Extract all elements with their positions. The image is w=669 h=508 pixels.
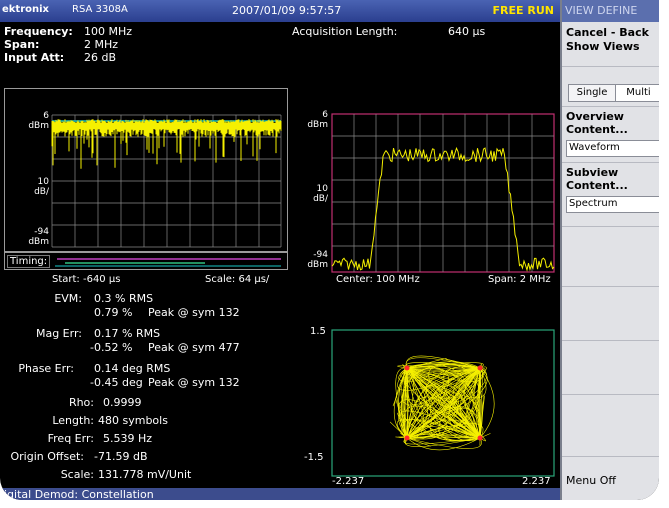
rho-label: Rho: — [68, 396, 94, 409]
side-menu: VIEW DEFINE Cancel - Back Show Views Sin… — [560, 0, 659, 500]
phase-err-label: Phase Err: — [18, 362, 74, 375]
multi-option[interactable]: Multi — [615, 85, 659, 101]
mag-err-rms: 0.17 % RMS — [94, 327, 161, 340]
origin-offset-label: Origin Offset: — [10, 450, 85, 463]
constellation-traces — [389, 355, 495, 451]
length-label: Length: — [52, 414, 94, 427]
spectrum-scale-unit: dB/ — [313, 194, 328, 204]
phase-err-peak-sym: Peak @ sym 132 — [148, 376, 240, 389]
spectrum-span: Span: 2 MHz — [488, 274, 551, 285]
status-bar: igital Demod: Constellation — [0, 488, 560, 500]
waveform-bottom-value: -94 — [34, 227, 49, 237]
phase-err-peak: -0.45 deg — [90, 376, 143, 389]
frequency-value: 100 MHz — [84, 25, 133, 38]
spectrum-trace — [331, 146, 555, 272]
single-option[interactable]: Single — [576, 87, 608, 98]
timing-scale: Scale: 64 µs/ — [205, 274, 270, 285]
waveform-top-unit: dBm — [28, 121, 49, 131]
evm-peak-sym: Peak @ sym 132 — [148, 306, 240, 319]
constellation-x-left: -2.237 — [332, 476, 365, 487]
acquisition-length-label: Acquisition Length: — [292, 25, 398, 38]
spectrum-plot — [331, 113, 555, 273]
length-value: 480 symbols — [98, 414, 168, 427]
scale-label: Scale: — [60, 468, 94, 481]
view-mode-toggle[interactable]: Single Multi — [568, 84, 659, 102]
analyzer-screen: ektronix RSA 3308A 2007/01/09 9:57:57 FR… — [0, 0, 659, 500]
phase-err-rms: 0.14 deg RMS — [94, 362, 171, 375]
waveform-scale-value: 10 — [37, 177, 49, 187]
evm-peak: 0.79 % — [94, 306, 133, 319]
mag-err-label: Mag Err: — [35, 327, 82, 340]
overview-content-button[interactable]: Overview Content... — [566, 110, 628, 136]
mag-err-peak-sym: Peak @ sym 477 — [148, 341, 240, 354]
waveform-bottom-unit: dBm — [28, 237, 49, 247]
span-value: 2 MHz — [84, 38, 119, 51]
show-views-button[interactable]: Show Views — [566, 40, 640, 53]
cancel-back-button[interactable]: Cancel - Back — [566, 26, 649, 39]
subview-content-field[interactable]: Spectrum — [566, 196, 659, 213]
input-att-label: Input Att: — [4, 51, 65, 64]
freq-err-label: Freq Err: — [47, 432, 94, 445]
evm-rms: 0.3 % RMS — [94, 292, 154, 305]
waveform-scale-unit: dB/ — [34, 187, 49, 197]
scale-value: 131.778 mV/Unit — [98, 468, 192, 481]
origin-offset-value: -71.59 dB — [94, 450, 148, 463]
spectrum-top-value: 6 — [322, 110, 328, 120]
mag-err-peak: -0.52 % — [90, 341, 133, 354]
constellation-y-bottom: -1.5 — [304, 452, 324, 463]
waveform-overview-panel[interactable]: 6 dBm 10 dB/ -94 dBm — [4, 88, 288, 252]
spectrum-scale-value: 10 — [316, 184, 328, 194]
spectrum-bottom-unit: dBm — [307, 260, 328, 270]
waveform-top-value: 6 — [43, 111, 49, 121]
spectrum-center: Center: 100 MHz — [336, 274, 420, 285]
spectrum-subview[interactable]: 6 dBm 10 dB/ -94 dBm Center: 100 MHz Spa… — [292, 88, 556, 288]
timing-label: Timing: — [7, 255, 51, 268]
menu-off-button[interactable]: Menu Off — [566, 474, 616, 487]
rho-value: 0.9999 — [103, 396, 142, 409]
menu-title: VIEW DEFINE — [562, 0, 659, 22]
timing-start: Start: -640 µs — [52, 274, 121, 285]
acquisition-length-value: 640 µs — [448, 25, 486, 38]
run-state-badge: FREE RUN — [492, 4, 554, 17]
title-bar: ektronix RSA 3308A 2007/01/09 9:57:57 FR… — [0, 0, 560, 22]
constellation-y-top: 1.5 — [310, 326, 326, 337]
brand-logo: ektronix — [2, 4, 50, 15]
frequency-label: Frequency: — [4, 25, 73, 38]
datetime-label: 2007/01/09 9:57:57 — [232, 4, 342, 17]
symbol-point — [477, 365, 483, 371]
constellation-x-right: 2.237 — [522, 476, 551, 487]
overview-content-field[interactable]: Waveform — [566, 140, 659, 157]
subview-content-button[interactable]: Subview Content... — [566, 166, 628, 192]
constellation-plot — [331, 329, 555, 477]
waveform-trace — [51, 119, 282, 169]
timing-bar[interactable]: Timing: — [4, 252, 288, 270]
spectrum-top-unit: dBm — [307, 120, 328, 130]
freq-err-value: 5.539 Hz — [103, 432, 153, 445]
symbol-point — [477, 435, 483, 441]
waveform-plot — [51, 114, 282, 248]
model-label: RSA 3308A — [72, 4, 128, 15]
evm-label: EVM: — [54, 292, 82, 305]
input-att-value: 26 dB — [84, 51, 117, 64]
symbol-point — [404, 435, 410, 441]
span-label: Span: — [4, 38, 40, 51]
constellation-view[interactable]: 1.5 -1.5 -2.237 2.237 — [292, 318, 556, 488]
symbol-point — [404, 365, 410, 371]
spectrum-bottom-value: -94 — [313, 250, 328, 260]
